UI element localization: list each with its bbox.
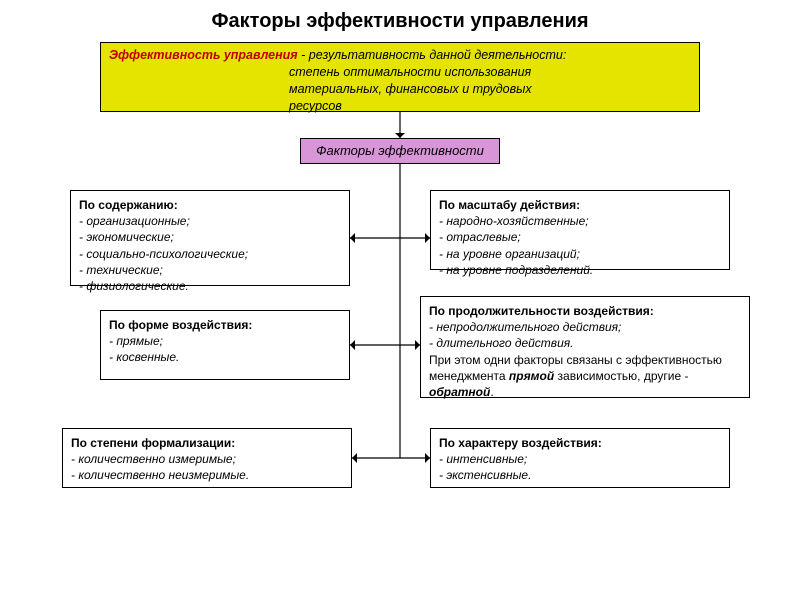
- factors-box: Факторы эффективности: [300, 138, 500, 164]
- category-item: - на уровне подразделений.: [439, 262, 721, 278]
- category-item: - отраслевые;: [439, 229, 721, 245]
- category-item: - экономические;: [79, 229, 341, 245]
- definition-lead: Эффективность управления: [109, 48, 298, 62]
- category-item: - прямые;: [109, 333, 341, 349]
- category-heading: По степени формализации:: [71, 435, 343, 451]
- category-heading: По форме воздействия:: [109, 317, 341, 333]
- page-title: Факторы эффективности управления: [0, 0, 800, 41]
- definition-line4: ресурсов: [109, 98, 342, 115]
- category-item: - технические;: [79, 262, 341, 278]
- definition-line2: степень оптимальности использования: [109, 64, 531, 81]
- category-item: - организационные;: [79, 213, 341, 229]
- category-item: - на уровне организаций;: [439, 246, 721, 262]
- category-item: - экстенсивные.: [439, 467, 721, 483]
- category-item: - длительного действия.: [429, 335, 741, 351]
- category-item: - количественно измеримые;: [71, 451, 343, 467]
- definition-rest: - результативность данной деятельности:: [298, 48, 567, 62]
- definition-box: Эффективность управления - результативно…: [100, 42, 700, 112]
- category-heading: По продолжительности воздействия:: [429, 303, 741, 319]
- definition-line3: материальных, финансовых и трудовых: [109, 81, 532, 98]
- category-character: По характеру воздействия: - интенсивные;…: [430, 428, 730, 488]
- category-heading: По характеру воздействия:: [439, 435, 721, 451]
- category-item: - физиологические.: [79, 278, 341, 294]
- category-item: - количественно неизмеримые.: [71, 467, 343, 483]
- category-duration: По продолжительности воздействия: - непр…: [420, 296, 750, 398]
- category-heading: По масштабу действия:: [439, 197, 721, 213]
- category-item: - косвенные.: [109, 349, 341, 365]
- category-item: - социально-психологические;: [79, 246, 341, 262]
- category-item: - интенсивные;: [439, 451, 721, 467]
- category-item: - народно-хозяйственные;: [439, 213, 721, 229]
- category-item: - непродолжительного действия;: [429, 319, 741, 335]
- category-scope: По масштабу действия: - народно-хозяйств…: [430, 190, 730, 270]
- category-heading: По содержанию:: [79, 197, 341, 213]
- category-tail: При этом одни факторы связаны с эффектив…: [429, 352, 741, 401]
- category-formalization: По степени формализации: - количественно…: [62, 428, 352, 488]
- category-form: По форме воздействия: - прямые; - косвен…: [100, 310, 350, 380]
- category-content: По содержанию: - организационные; - экон…: [70, 190, 350, 286]
